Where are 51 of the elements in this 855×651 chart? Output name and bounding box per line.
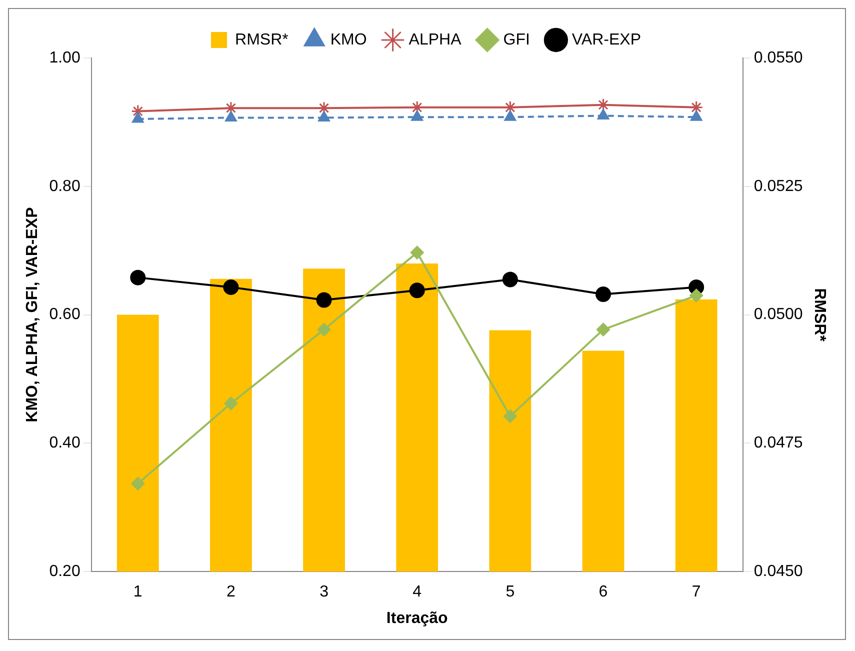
y2-tick-label: 0.0450	[754, 563, 803, 580]
y2-tick-label: 0.0550	[754, 49, 803, 66]
y-tick-label: 0.40	[49, 434, 80, 452]
point	[690, 100, 704, 114]
y2-tick-label: 0.0525	[754, 178, 803, 195]
point	[503, 100, 517, 114]
x-tick-label: 3	[320, 584, 329, 601]
x-tick-label: 4	[412, 584, 422, 601]
point	[410, 246, 424, 260]
point	[597, 109, 610, 120]
point	[131, 476, 145, 490]
y2-tick-label: 0.0475	[754, 434, 803, 452]
point	[690, 288, 704, 302]
y-tick-label: 1.00	[49, 49, 80, 66]
x-tick-label: 1	[133, 584, 142, 601]
point	[596, 322, 610, 336]
point	[316, 292, 332, 308]
legend-label: RMSR*	[235, 31, 288, 48]
y-axis-title: KMO, ALPHA, GFI, VAR-EXP	[24, 206, 42, 422]
point	[224, 396, 238, 410]
legend-label: VAR-EXP	[572, 31, 641, 48]
point	[409, 282, 425, 298]
x-axis-title: Iteração	[386, 610, 448, 627]
point	[223, 279, 239, 295]
x-tick-label: 5	[506, 584, 515, 601]
y2-tick-label: 0.0500	[754, 306, 803, 324]
legend-label: KMO	[330, 31, 367, 48]
point	[503, 409, 517, 423]
point	[410, 100, 424, 114]
point	[132, 112, 144, 123]
point	[317, 101, 331, 115]
legend-label: ALPHA	[408, 31, 462, 48]
point	[317, 322, 331, 336]
point	[596, 286, 611, 302]
point	[130, 270, 146, 286]
y-tick-label: 0.20	[49, 563, 80, 580]
y-tick-label: 0.80	[49, 178, 80, 195]
y2-axis-title: RMSR*	[810, 288, 828, 342]
point	[596, 98, 610, 112]
point	[502, 272, 518, 288]
y-tick-label: 0.60	[49, 306, 80, 324]
point	[411, 110, 424, 121]
point	[504, 110, 516, 121]
x-tick-label: 6	[598, 584, 608, 601]
legend-label: GFI	[503, 31, 530, 48]
x-tick-label: 2	[226, 584, 236, 601]
point	[318, 110, 330, 122]
point	[690, 110, 702, 121]
point	[224, 101, 238, 115]
point	[225, 110, 237, 122]
x-tick-label: 7	[692, 584, 701, 601]
